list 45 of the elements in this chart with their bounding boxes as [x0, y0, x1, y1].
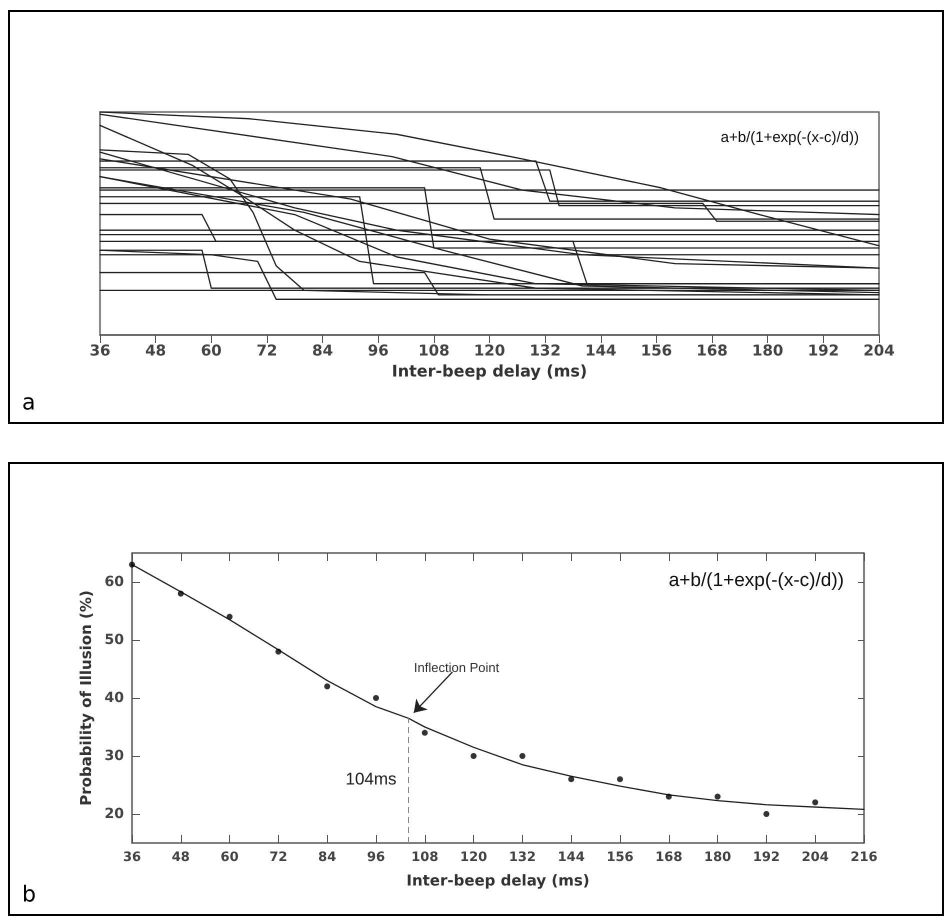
x-tick-label: 132: [529, 342, 561, 360]
x-tick-label: 204: [863, 342, 895, 360]
x-tick-label: 48: [172, 850, 190, 865]
x-tick-label: 180: [704, 850, 732, 865]
x-tick-label: 60: [200, 342, 222, 360]
x-tick-label: 132: [508, 850, 536, 865]
x-tick-label: 84: [318, 850, 336, 865]
x-tick-label: 108: [411, 850, 438, 865]
y-axis-title: Probability of Illusion (%): [77, 590, 96, 806]
annotation: Inflection Point: [414, 660, 500, 676]
x-tick-label: 96: [368, 342, 389, 360]
x-tick-label: 180: [752, 342, 784, 360]
x-tick-label: 156: [640, 342, 672, 360]
y-tick-label: 30: [104, 748, 124, 764]
x-tick-label: 204: [802, 850, 829, 865]
x-tick-label: 168: [655, 850, 682, 865]
x-tick-label: 168: [696, 342, 728, 360]
y-tick-label: 40: [104, 690, 124, 706]
x-tick-label: 60: [220, 850, 239, 865]
x-tick-label: 144: [585, 342, 616, 360]
x-tick-label: 156: [606, 850, 634, 865]
x-tick-label: 72: [256, 342, 278, 360]
x-tick-label: 108: [418, 342, 450, 360]
x-axis-title: Inter-beep delay (ms): [392, 362, 588, 380]
y-tick-label: 20: [104, 806, 124, 822]
annotation: a+b/(1+exp(-(x-c)/d)): [720, 129, 860, 146]
ref-line-label: 104ms: [346, 770, 397, 789]
x-tick-label: 120: [474, 342, 506, 360]
text: a: [22, 390, 36, 416]
x-tick-label: 144: [558, 850, 585, 865]
y-tick-label: 50: [104, 632, 124, 648]
x-axis-title: Inter-beep delay (ms): [406, 872, 590, 890]
x-tick-label: 192: [752, 850, 780, 865]
x-tick-label: 72: [269, 850, 288, 865]
annotation: a+b/(1+exp(-(x-c)/d)): [668, 570, 844, 591]
x-tick-label: 36: [122, 850, 142, 865]
x-tick-label: 84: [312, 342, 334, 360]
x-tick-label: 192: [808, 342, 840, 360]
x-tick-label: 36: [90, 342, 110, 360]
y-tick-label: 60: [104, 574, 124, 590]
x-tick-label: 48: [145, 342, 166, 360]
x-tick-label: 216: [850, 850, 878, 865]
x-tick-label: 120: [460, 850, 488, 865]
x-tick-label: 96: [366, 850, 386, 865]
text: b: [22, 882, 36, 908]
